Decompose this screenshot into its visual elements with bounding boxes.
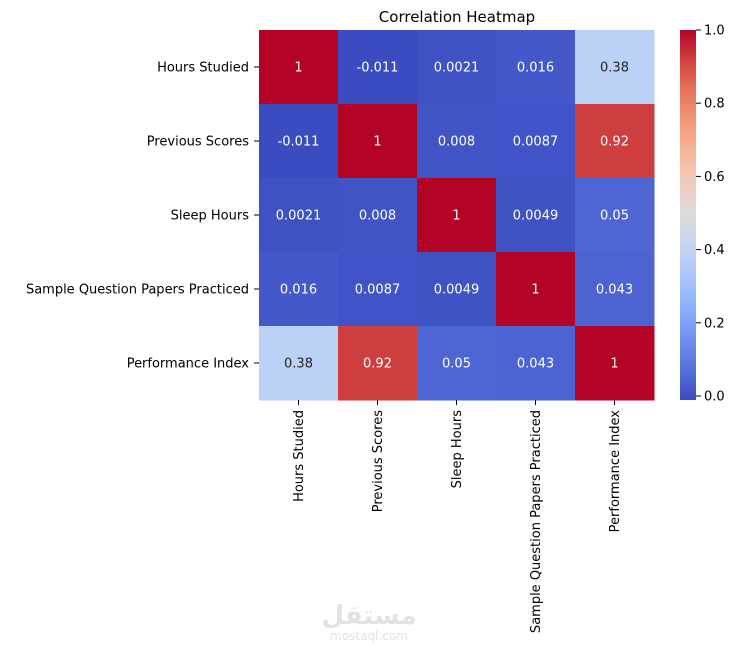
- cell-value-label: 0.0087: [355, 283, 401, 298]
- cell-value-label: 0.05: [442, 357, 471, 372]
- heatmap-cell-r4-c3: [496, 326, 576, 401]
- cell-value-label: 0.92: [600, 135, 629, 150]
- colorbar: 0.0 0.2 0.4 0.6 0.8 1.0: [680, 24, 725, 404]
- heatmap-cell-r0-c2: [417, 30, 497, 105]
- heatmap-cell-r0-c4: [575, 30, 655, 105]
- cell-value-label: 0.0049: [513, 209, 559, 224]
- row-tick-labels: Hours Studied Previous Scores Sleep Hours S…: [26, 61, 259, 372]
- cell-value-label: 0.38: [284, 357, 313, 372]
- heatmap-cell-r0-c1: [338, 30, 418, 105]
- heatmap-cell-r2-c4: [575, 178, 655, 253]
- cell-value-label: 0.05: [600, 209, 629, 224]
- colorbar-tick-label: 0.0: [704, 389, 725, 404]
- column-tick-label: Sleep Hours: [450, 410, 465, 489]
- watermark: مستقل mostaql.com: [321, 601, 416, 643]
- cell-value-label: -0.011: [278, 135, 320, 150]
- cell-value-label: 1: [373, 135, 381, 150]
- heatmap-cell-r1-c4: [575, 104, 655, 179]
- cell-value-label: 0.008: [359, 209, 396, 224]
- cell-value-label: 0.38: [600, 61, 629, 76]
- colorbar-tick-label: 0.4: [704, 243, 725, 258]
- row-tick-label: Sample Question Papers Practiced: [26, 283, 249, 298]
- cell-value-label: 0.043: [517, 357, 554, 372]
- cell-value-label: 0.016: [517, 61, 554, 76]
- column-tick-label: Previous Scores: [371, 410, 386, 512]
- colorbar-gradient: [680, 30, 696, 400]
- cell-value-label: 1: [452, 209, 460, 224]
- heatmap-cell-r3-c1: [338, 252, 418, 327]
- heatmap-cell-r0-c3: [496, 30, 576, 105]
- heatmap-cell-r1-c3: [496, 104, 576, 179]
- cell-value-label: 1: [610, 357, 618, 372]
- cell-value-label: 1: [531, 283, 539, 298]
- column-tick-label: Hours Studied: [292, 410, 307, 502]
- row-tick-label: Performance Index: [127, 357, 250, 372]
- heatmap-cell-r2-c2: [417, 178, 497, 253]
- cell-value-label: 0.043: [596, 283, 633, 298]
- heatmap-cell-r3-c2: [417, 252, 497, 327]
- chart-title: Correlation Heatmap: [379, 8, 535, 26]
- heatmap-cell-r4-c4: [575, 326, 655, 401]
- cell-value-label: -0.011: [357, 61, 399, 76]
- column-tick-label: Sample Question Papers Practiced: [529, 410, 544, 633]
- cell-value-label: 0.016: [280, 283, 317, 298]
- watermark-arabic: مستقل: [321, 601, 416, 631]
- row-tick-label: Previous Scores: [147, 135, 249, 150]
- column-tick-label: Performance Index: [608, 410, 623, 533]
- colorbar-tick-label: 0.8: [704, 97, 725, 112]
- heatmap-cell-r4-c2: [417, 326, 497, 401]
- heatmap-cell-r1-c0: [259, 104, 339, 179]
- cell-value-label: 0.92: [363, 357, 392, 372]
- colorbar-tick-label: 0.2: [704, 316, 725, 331]
- column-tick-labels: Hours Studied Previous Scores Sleep Hours S…: [292, 400, 623, 633]
- heatmap-cell-r2-c0: [259, 178, 339, 253]
- heatmap-cell-r4-c0: [259, 326, 339, 401]
- cell-value-label: 0.0021: [434, 61, 480, 76]
- row-tick-label: Sleep Hours: [171, 209, 250, 224]
- watermark-latin: mostaql.com: [330, 629, 408, 643]
- cell-value-label: 0.0049: [434, 283, 480, 298]
- heatmap-cell-r1-c1: [338, 104, 418, 179]
- colorbar-tick-label: 1.0: [704, 24, 725, 39]
- cell-value-label: 1: [294, 61, 302, 76]
- colorbar-tick-label: 0.6: [704, 170, 725, 185]
- heatmap-cell-r3-c0: [259, 252, 339, 327]
- heatmap-cell-r3-c3: [496, 252, 576, 327]
- heatmap-cell-r1-c2: [417, 104, 497, 179]
- heatmap-cells: 1 -0.011 0.0021 0.016 0.38 -0.011 1 0.008 0.0087…: [259, 30, 655, 401]
- heatmap-cell-r4-c1: [338, 326, 418, 401]
- cell-value-label: 0.0021: [276, 209, 322, 224]
- heatmap-cell-r2-c3: [496, 178, 576, 253]
- heatmap-cell-r3-c4: [575, 252, 655, 327]
- heatmap-cell-r0-c0: [259, 30, 339, 105]
- cell-value-label: 0.008: [438, 135, 475, 150]
- row-tick-label: Hours Studied: [157, 61, 249, 76]
- heatmap-cell-r2-c1: [338, 178, 418, 253]
- cell-value-label: 0.0087: [513, 135, 559, 150]
